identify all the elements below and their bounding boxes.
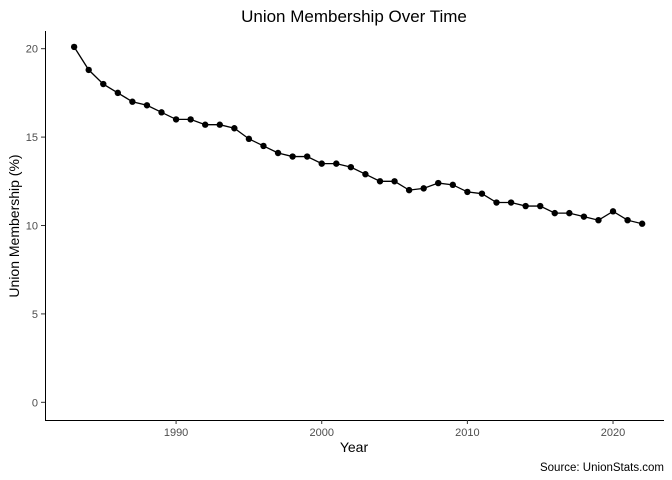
data-point	[493, 199, 500, 206]
chart-title: Union Membership Over Time	[241, 7, 467, 26]
data-point	[551, 209, 558, 217]
data-point	[435, 179, 442, 187]
data-point	[231, 125, 238, 132]
y-tick-label: 10	[26, 221, 38, 233]
data-point	[347, 163, 355, 171]
chart-caption: Source: UnionStats.com	[540, 462, 664, 474]
y-tick-label: 5	[32, 309, 38, 321]
data-point	[507, 199, 515, 206]
data-point	[478, 190, 486, 197]
data-point	[362, 171, 369, 178]
x-axis-title: Year	[340, 439, 369, 455]
data-point	[289, 153, 296, 160]
data-point	[85, 66, 92, 74]
data-point	[216, 121, 223, 128]
data-point	[405, 186, 413, 194]
y-axis-ticks: 0 5 10 15 20	[26, 44, 45, 409]
data-point	[172, 116, 180, 123]
data-point	[537, 202, 544, 210]
data-point	[187, 116, 194, 123]
data-point	[318, 160, 325, 167]
data-point	[202, 121, 209, 128]
data-point	[70, 43, 78, 51]
y-axis-title: Union Membership (%)	[6, 154, 22, 297]
y-tick-label: 20	[26, 44, 38, 56]
series-points	[70, 43, 646, 227]
plot-area: 0 5 10 15 20 1990 2000 2010 2020	[26, 31, 664, 439]
data-point	[449, 181, 457, 189]
data-point	[609, 208, 617, 215]
data-point	[129, 98, 136, 105]
data-point	[245, 135, 253, 143]
data-point	[274, 149, 282, 157]
data-point	[595, 216, 602, 224]
data-point	[303, 153, 311, 160]
data-point	[333, 160, 340, 167]
x-tick-label: 2010	[455, 427, 479, 439]
data-point	[638, 220, 646, 227]
y-tick-label: 15	[26, 132, 38, 144]
data-point	[114, 89, 122, 97]
x-tick-label: 1990	[164, 427, 188, 439]
data-point	[143, 102, 151, 109]
x-tick-label: 2000	[309, 427, 333, 439]
data-point	[566, 209, 573, 217]
data-point	[158, 109, 165, 116]
x-axis-ticks: 1990 2000 2010 2020	[164, 420, 625, 439]
data-point	[522, 202, 529, 210]
data-point	[260, 142, 267, 150]
data-point	[624, 216, 631, 224]
x-tick-label: 2020	[601, 427, 625, 439]
data-point	[391, 178, 398, 185]
y-tick-label: 0	[32, 397, 38, 409]
data-point	[580, 213, 588, 220]
data-point	[420, 185, 427, 192]
data-point	[376, 178, 384, 185]
series-line	[73, 46, 643, 225]
data-point	[100, 80, 107, 88]
data-point	[464, 188, 471, 196]
